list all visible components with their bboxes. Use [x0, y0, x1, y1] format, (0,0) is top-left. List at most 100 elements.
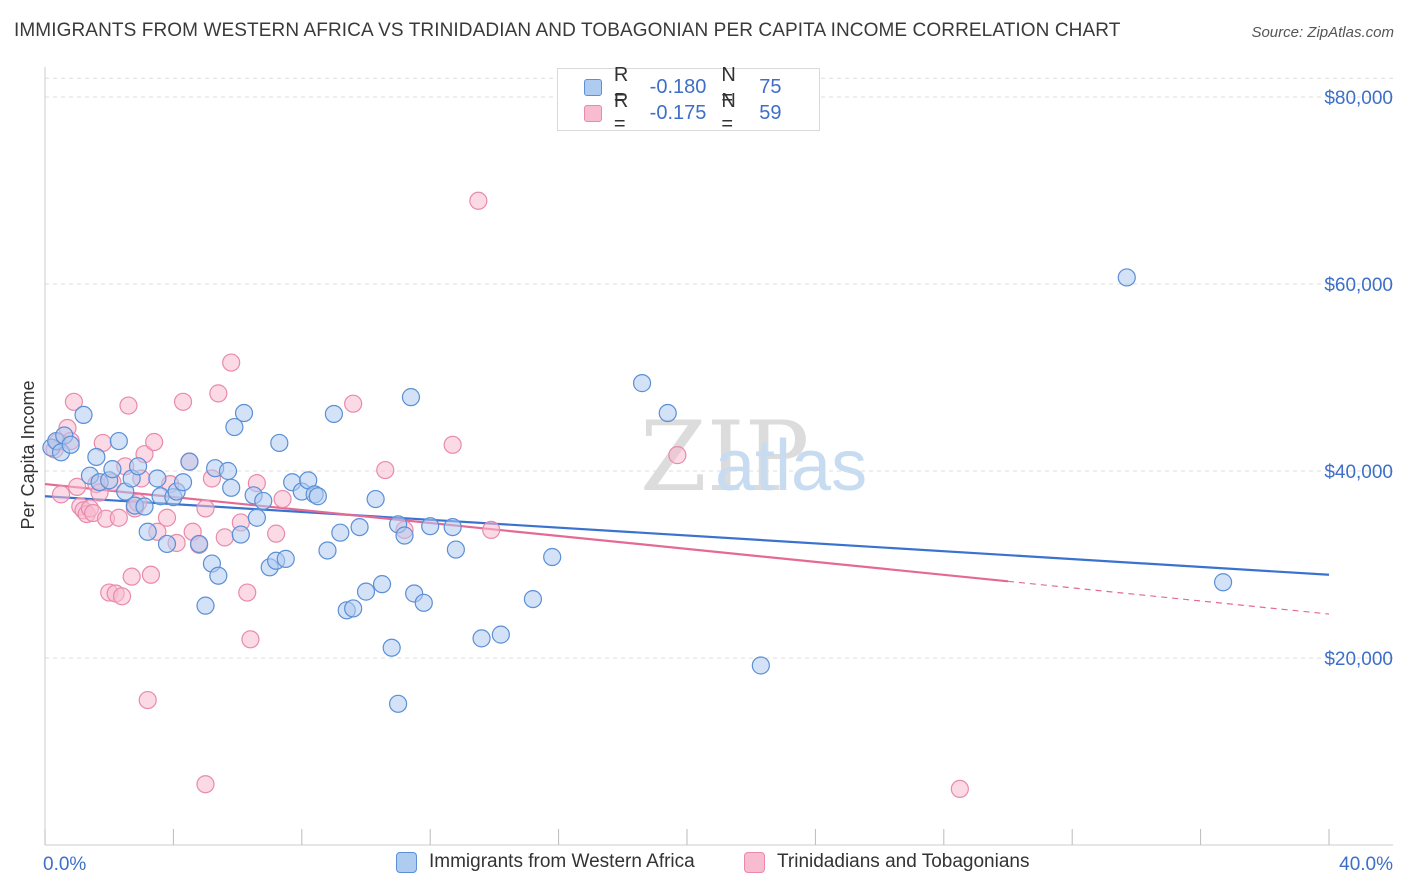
trinidadian-point	[443, 435, 462, 454]
western-africa-point	[658, 403, 677, 423]
y-tick-label: $20,000	[1324, 649, 1393, 670]
legend-label: Immigrants from Western Africa	[429, 851, 695, 872]
r-label: R =	[613, 90, 629, 135]
western-africa-point	[308, 487, 327, 506]
trinidadian-point	[222, 353, 241, 372]
western-africa-point	[109, 431, 128, 451]
western-africa-point	[356, 582, 376, 601]
trinidadian-point	[950, 779, 969, 799]
trinidadian-point	[267, 524, 286, 543]
western-africa-point	[173, 473, 193, 492]
western-africa-point	[222, 478, 241, 497]
trinidadian-point	[51, 485, 71, 504]
legend-item-trinidadian[interactable]: Trinidadians and Tobagonians	[744, 851, 1029, 873]
blue-swatch	[396, 851, 417, 873]
trinidadian-point	[141, 565, 161, 584]
n-value: 75	[759, 75, 782, 98]
western-africa-point	[61, 435, 80, 454]
western-africa-point	[138, 522, 157, 541]
western-africa-point	[472, 629, 491, 648]
trinidadian-point	[119, 396, 138, 415]
trinidadian-point	[209, 384, 228, 403]
western-africa-point	[372, 575, 392, 594]
western-africa-point	[491, 625, 510, 644]
x-tick-label-min: 0.0%	[43, 854, 86, 875]
western-africa-point	[196, 596, 215, 615]
trinidadian-point	[469, 191, 488, 210]
series-legend: Immigrants from Western Africa Trinidadi…	[0, 851, 1406, 879]
western-africa-point	[74, 405, 93, 424]
y-axis-label: Per Capita Income	[18, 380, 38, 529]
western-africa-point	[157, 534, 177, 554]
trinidadian-point	[157, 508, 177, 527]
x-tick-label-max: 40.0%	[1339, 854, 1393, 875]
trinidadian-point	[273, 489, 292, 509]
trinidadian-point	[67, 477, 87, 496]
chart-title: IMMIGRANTS FROM WESTERN AFRICA VS TRINID…	[14, 20, 1121, 41]
axes	[44, 67, 1393, 846]
trinidadian-point	[138, 690, 157, 710]
western-africa-point	[344, 599, 363, 618]
r-value: -0.180	[649, 75, 707, 98]
western-africa-point	[324, 404, 343, 424]
n-value: 59	[759, 101, 782, 124]
legend-label: Trinidadians and Tobagonians	[777, 851, 1030, 872]
trinidadian-point	[344, 394, 363, 413]
western-africa-point	[103, 460, 122, 479]
western-africa-point	[523, 589, 543, 609]
western-africa-point	[1213, 573, 1233, 592]
trinidadian-point	[196, 499, 215, 518]
trinidadian-trend-extension	[1007, 580, 1330, 615]
western-africa-point	[225, 417, 244, 437]
legend-item-western-africa[interactable]: Immigrants from Western Africa	[396, 851, 695, 873]
trinidadian-point	[196, 775, 215, 794]
western-africa-point	[401, 388, 421, 407]
western-africa-point	[209, 566, 228, 585]
western-africa-point	[254, 491, 273, 511]
gridlines	[45, 77, 1393, 659]
pink-swatch	[584, 104, 602, 122]
western-africa-point	[389, 694, 408, 713]
trinidadian-point	[215, 528, 234, 547]
trinidadian-point	[173, 392, 193, 411]
western-africa-point	[414, 593, 433, 612]
tick-labels: $20,000 $40,000 $60,000 $80,000 0.0% 40.0%	[43, 88, 1393, 875]
y-tick-label: $80,000	[1324, 88, 1393, 109]
legend-row-trinidadian: R = -0.175 N = 59	[584, 90, 819, 135]
n-label: N =	[721, 64, 736, 109]
data-points	[42, 191, 1233, 799]
western-africa-point	[331, 523, 350, 542]
western-africa-point	[276, 549, 295, 568]
trinidadian-point	[64, 392, 83, 411]
y-tick-label: $60,000	[1324, 275, 1393, 296]
trinidadian-point	[668, 446, 687, 465]
correlation-legend: R = -0.180 N = 75 R = -0.175 N = 59	[557, 64, 820, 135]
western-africa-point	[87, 447, 106, 467]
western-africa-point	[218, 461, 238, 481]
western-africa-point	[751, 656, 770, 675]
western-africa-point	[350, 517, 369, 537]
trinidadian-point	[482, 520, 501, 540]
western-africa-point	[247, 508, 266, 527]
n-label: N =	[721, 90, 736, 135]
western-africa-point	[135, 497, 154, 516]
western-africa-point	[128, 457, 148, 476]
trinidadian-point	[376, 460, 395, 480]
western-africa-point	[366, 489, 385, 509]
western-africa-point	[270, 433, 289, 453]
y-tick-label: $40,000	[1324, 462, 1393, 483]
trinidadian-point	[145, 432, 164, 452]
trinidadian-point	[122, 567, 141, 586]
western-africa-point	[395, 526, 414, 545]
watermark-atlas: atlas	[715, 426, 867, 506]
r-value: -0.175	[649, 101, 707, 124]
r-label: R =	[613, 64, 629, 109]
western-africa-point	[180, 452, 199, 471]
western-africa-point	[543, 547, 562, 567]
trinidadian-point	[238, 583, 257, 602]
western-africa-point	[443, 517, 462, 537]
blue-swatch	[584, 78, 602, 96]
western-africa-point	[1117, 268, 1136, 287]
western-africa-point	[231, 525, 250, 544]
